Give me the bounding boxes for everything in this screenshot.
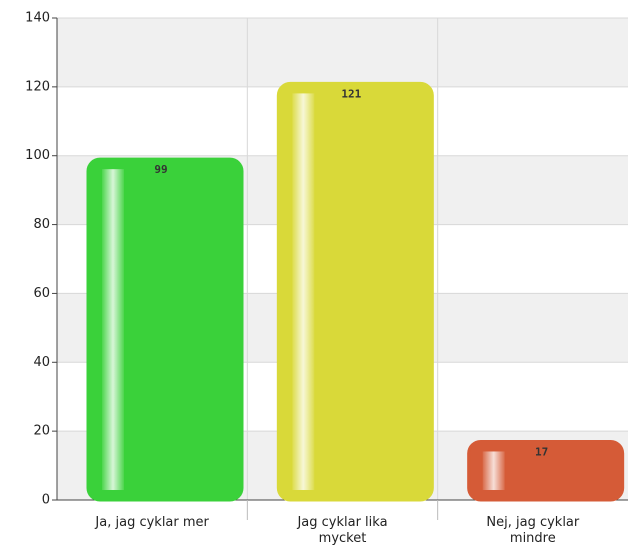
bar-shine [102, 169, 124, 490]
x-tick-label: Jag cyklar lika mycket [296, 515, 387, 546]
y-tick-label: 0 [42, 493, 50, 508]
x-tick-label: Nej, jag cyklar mindre [486, 515, 580, 546]
y-tick-label: 60 [33, 286, 50, 301]
y-tick-label: 20 [33, 424, 50, 439]
bar [86, 157, 244, 502]
y-tick-label: 140 [25, 11, 50, 26]
bar-shine [292, 93, 315, 491]
x-tick-label: Ja, jag cyklar mer [94, 515, 209, 530]
stripe [57, 18, 628, 87]
y-tick-label: 80 [33, 217, 50, 232]
y-tick-label: 120 [25, 79, 50, 94]
value-label: 17 [535, 445, 548, 458]
value-label: 121 [341, 87, 361, 100]
y-tick-label: 100 [25, 148, 50, 163]
bar [467, 439, 625, 502]
value-label: 99 [154, 163, 167, 176]
bar [276, 81, 434, 502]
bar-shine [482, 451, 505, 490]
y-tick-label: 40 [33, 355, 50, 370]
